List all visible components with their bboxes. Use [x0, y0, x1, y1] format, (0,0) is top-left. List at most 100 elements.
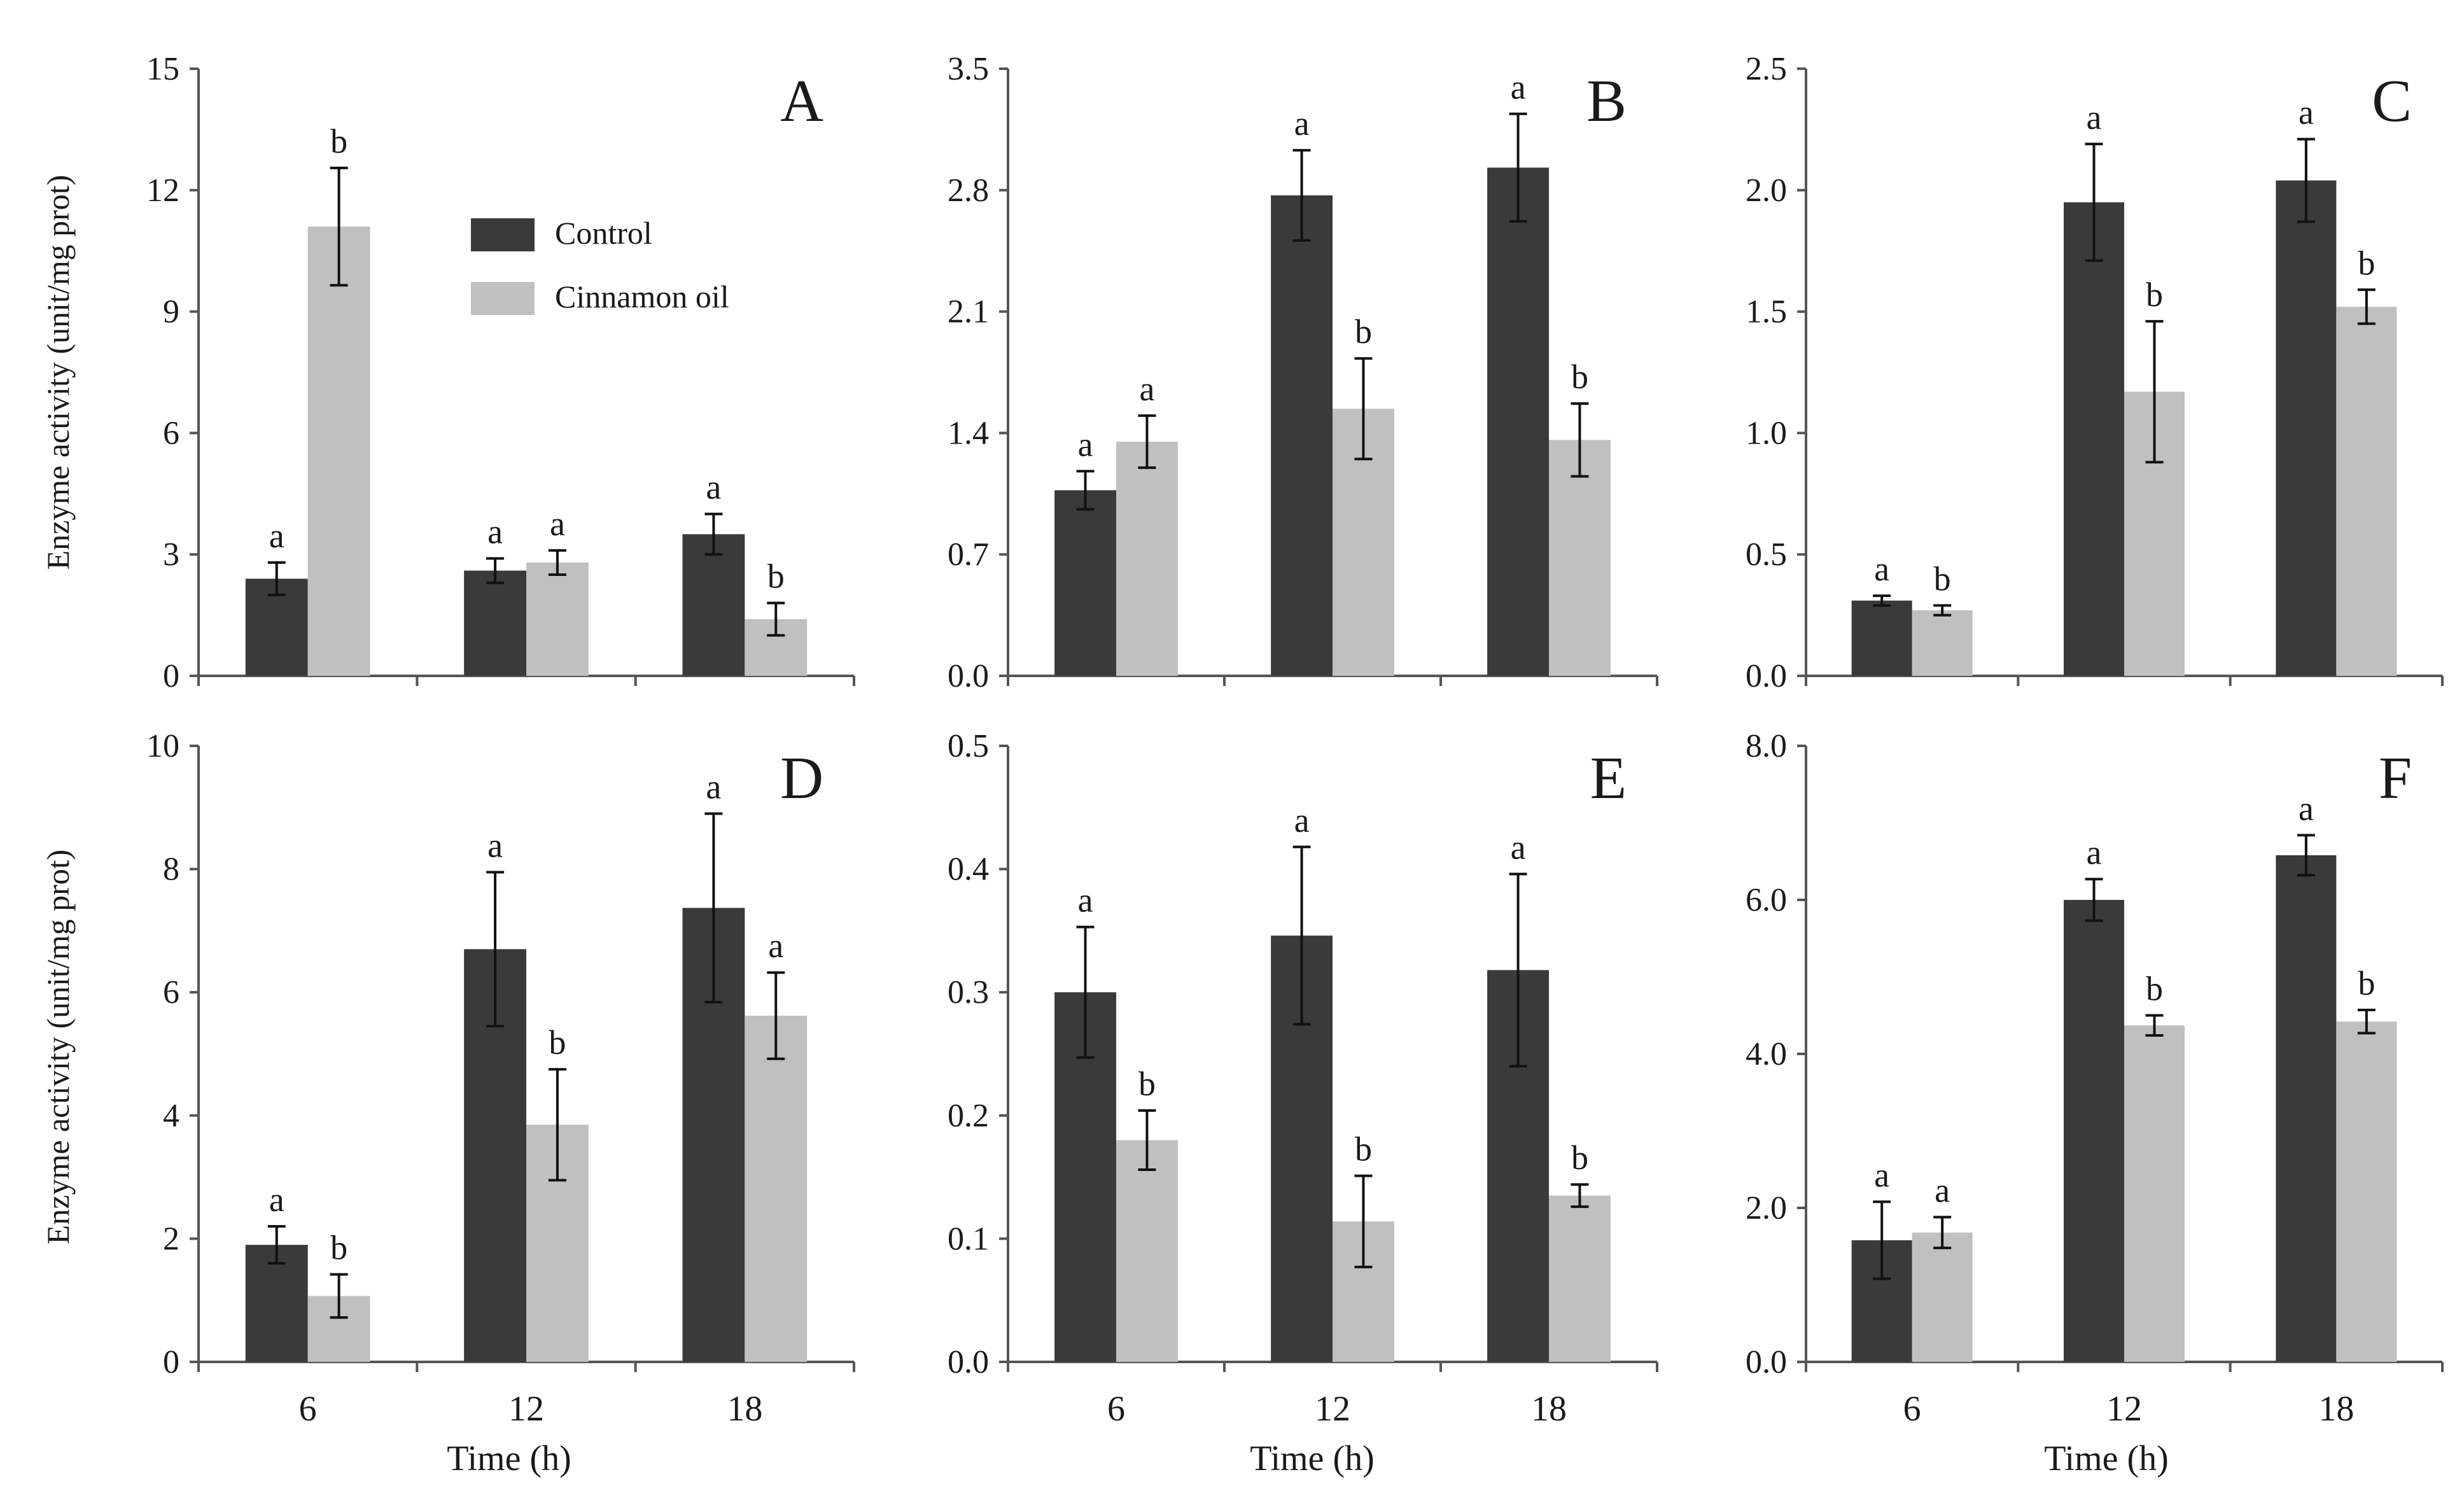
significance-label-e-control-6: a	[1078, 881, 1093, 920]
bar-f-control-12	[2064, 900, 2124, 1362]
significance-label-e-cinnamon-oil-6: b	[1138, 1065, 1156, 1103]
panel-f: 0.0 2.0 4.0 6.0 8.0 6 a a 12 a b 18 a b F	[1746, 728, 2444, 1429]
y-tick-label-a-4: 12	[146, 172, 179, 209]
panel-label-c: C	[2372, 68, 2412, 134]
legend-label-control: Control	[555, 215, 652, 251]
significance-label-c-control-12: a	[2087, 98, 2102, 136]
bar-f-cinnamon-oil-6	[1912, 1232, 1973, 1362]
y-tick-label-d-4: 8	[163, 852, 179, 888]
significance-label-f-control-12: a	[2087, 833, 2102, 871]
y-axis-label-top: Enzyme activity (unit/mg prot)	[40, 175, 76, 570]
panel-label-b: B	[1586, 68, 1627, 134]
y-tick-label-f-3: 6.0	[1746, 882, 1787, 918]
significance-label-d-control-6: a	[269, 1181, 284, 1219]
y-tick-label-c-2: 1.0	[1746, 415, 1787, 451]
bar-e-cinnamon-oil-18	[1549, 1195, 1611, 1362]
panel-e: 0.0 0.1 0.2 0.3 0.4 0.5 6 a b 12 a b 18 a b E	[948, 728, 1658, 1429]
y-tick-label-a-3: 9	[163, 294, 179, 330]
x-tick-label-e-1: 12	[1315, 1389, 1350, 1429]
legend: Control Cinnamon oil	[471, 215, 729, 315]
y-tick-label-e-1: 0.1	[948, 1221, 989, 1257]
significance-label-f-control-18: a	[2299, 789, 2314, 827]
significance-label-d-control-12: a	[487, 826, 503, 864]
bar-b-control-6	[1054, 490, 1116, 676]
panel-label-f: F	[2379, 745, 2412, 811]
y-tick-label-f-4: 8.0	[1746, 728, 1787, 764]
significance-label-f-control-6: a	[1874, 1156, 1889, 1194]
y-tick-label-e-3: 0.3	[948, 974, 989, 1011]
bar-b-cinnamon-oil-18	[1549, 440, 1611, 676]
y-tick-label-f-0: 0.0	[1746, 1344, 1787, 1380]
y-tick-label-b-1: 0.7	[948, 536, 989, 573]
x-tick-label-f-1: 12	[2106, 1389, 2142, 1429]
significance-label-d-cinnamon-oil-12: b	[549, 1023, 566, 1062]
significance-label-f-cinnamon-oil-6: a	[1935, 1172, 1950, 1210]
y-tick-label-d-3: 6	[163, 974, 179, 1011]
y-axis-label-bottom: Enzyme activity (unit/mg prot)	[40, 850, 76, 1245]
significance-label-c-control-6: a	[1874, 550, 1889, 588]
legend-swatch-control	[471, 218, 535, 251]
significance-label-a-control-12: a	[487, 513, 503, 551]
y-tick-label-d-5: 10	[146, 728, 179, 764]
significance-label-e-control-12: a	[1294, 801, 1310, 839]
significance-label-a-cinnamon-oil-18: b	[767, 557, 785, 596]
significance-label-d-cinnamon-oil-18: a	[768, 927, 783, 965]
significance-label-e-cinnamon-oil-12: b	[1355, 1130, 1372, 1168]
significance-label-b-control-18: a	[1511, 68, 1526, 106]
bar-f-cinnamon-oil-12	[2124, 1025, 2185, 1362]
panel-label-e: E	[1590, 745, 1627, 811]
x-tick-label-f-0: 6	[1903, 1389, 1921, 1429]
y-tick-label-a-2: 6	[163, 415, 179, 451]
bar-c-cinnamon-oil-6	[1912, 610, 1973, 676]
x-tick-label-e-2: 18	[1531, 1389, 1567, 1429]
significance-label-e-cinnamon-oil-18: b	[1571, 1139, 1588, 1177]
y-tick-label-f-2: 4.0	[1746, 1036, 1787, 1072]
y-tick-label-e-0: 0.0	[948, 1344, 989, 1380]
bar-c-control-6	[1851, 600, 1912, 676]
bar-c-cinnamon-oil-18	[2336, 306, 2397, 676]
x-tick-label-d-2: 18	[727, 1389, 762, 1429]
significance-label-d-cinnamon-oil-6: b	[330, 1229, 347, 1267]
bar-a-control-12	[464, 570, 526, 676]
x-tick-label-f-2: 18	[2318, 1389, 2354, 1429]
significance-label-a-control-18: a	[706, 468, 721, 507]
bar-c-control-18	[2276, 180, 2337, 676]
panel-label-a: A	[780, 68, 823, 134]
panel-label-d: D	[780, 745, 823, 811]
bar-c-control-12	[2064, 202, 2124, 676]
bar-f-control-18	[2276, 855, 2337, 1362]
bar-d-cinnamon-oil-18	[745, 1015, 808, 1362]
panel-b: 0.0 0.7 1.4 2.1 2.8 3.5 a a a b a b B	[948, 51, 1658, 694]
y-tick-label-d-2: 4	[163, 1098, 179, 1134]
bar-b-control-12	[1271, 195, 1333, 676]
bar-a-cinnamon-oil-12	[526, 562, 589, 676]
significance-label-d-control-18: a	[706, 768, 721, 806]
y-tick-label-f-1: 2.0	[1746, 1190, 1787, 1226]
significance-label-e-control-18: a	[1511, 828, 1526, 866]
significance-label-c-cinnamon-oil-6: b	[1934, 559, 1951, 598]
y-tick-label-c-0: 0.0	[1746, 658, 1787, 694]
panel-a: 0 3 6 9 12 15 a b a a a b A	[146, 51, 855, 694]
y-tick-label-c-4: 2.0	[1746, 172, 1787, 209]
y-tick-label-a-1: 3	[163, 536, 179, 573]
y-tick-label-d-1: 2	[163, 1221, 179, 1257]
y-tick-label-c-3: 1.5	[1746, 294, 1787, 330]
y-tick-label-a-0: 0	[163, 658, 179, 694]
significance-label-c-cinnamon-oil-18: b	[2358, 244, 2375, 282]
y-tick-label-b-2: 1.4	[948, 415, 989, 451]
x-tick-label-d-1: 12	[508, 1389, 544, 1429]
panels: 0 3 6 9 12 15 a b a a a b A 0.0 0.7 1.4 2.1 2.8 3.5 a a a b a b B…	[146, 51, 2444, 1429]
y-tick-label-e-5: 0.5	[948, 728, 989, 764]
x-axis-label-e: Time (h)	[1250, 1439, 1375, 1478]
significance-label-b-control-6: a	[1078, 425, 1093, 463]
legend-swatch-cinnamon-oil	[471, 282, 535, 315]
y-tick-label-b-5: 3.5	[948, 51, 989, 87]
significance-label-f-cinnamon-oil-18: b	[2358, 964, 2375, 1002]
y-tick-label-e-4: 0.4	[948, 852, 989, 888]
y-tick-label-c-1: 0.5	[1746, 536, 1787, 573]
y-tick-label-b-3: 2.1	[948, 294, 989, 330]
bar-b-cinnamon-oil-6	[1116, 442, 1178, 676]
x-tick-label-d-0: 6	[299, 1389, 317, 1429]
panel-c: 0.0 0.5 1.0 1.5 2.0 2.5 a b a b a b C	[1746, 51, 2444, 694]
